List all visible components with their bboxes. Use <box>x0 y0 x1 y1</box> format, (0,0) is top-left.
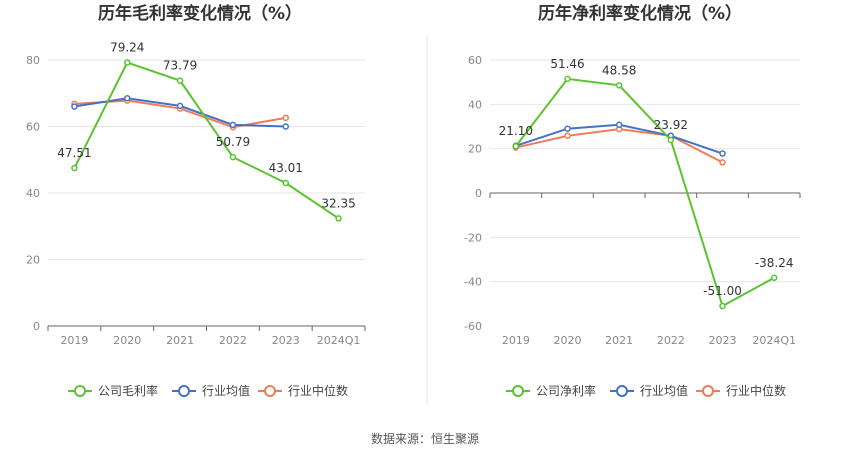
gross-margin-legend: 公司毛利率 行业均值 行业中位数 <box>68 383 348 398</box>
legend-label: 行业中位数 <box>288 383 348 398</box>
data-label: 47.51 <box>57 146 91 160</box>
y-tick-label: 80 <box>26 54 40 67</box>
y-tick-label: 60 <box>468 54 482 67</box>
x-tick-label: 2023 <box>272 334 300 347</box>
net-margin-chart: 历年净利率变化情况（%） -60 -40 -20 0 20 40 60 2019 2020 202… <box>464 3 801 398</box>
data-point <box>176 77 184 84</box>
x-tick-label: 2024Q1 <box>752 334 796 347</box>
data-point <box>512 142 520 150</box>
data-label: 48.58 <box>602 63 636 77</box>
legend-label: 行业均值 <box>640 383 688 398</box>
data-point <box>124 94 131 102</box>
data-point <box>282 123 289 130</box>
data-point <box>229 153 237 161</box>
legend-item[interactable]: 行业中位数 <box>258 383 348 398</box>
series-line <box>515 77 775 308</box>
data-label: 43.01 <box>269 161 303 175</box>
data-point <box>615 82 623 89</box>
data-point <box>71 103 78 110</box>
data-point <box>176 102 184 110</box>
data-label: 51.46 <box>550 57 584 71</box>
data-point <box>335 215 342 222</box>
data-point <box>564 75 571 83</box>
data-label: 32.35 <box>321 196 355 210</box>
x-tick-label: 2021 <box>605 334 633 347</box>
y-tick-label: -60 <box>464 320 482 333</box>
legend-marker <box>702 385 714 397</box>
data-point <box>282 179 289 187</box>
x-tick-label: 2022 <box>657 334 685 347</box>
legend-marker <box>616 385 628 397</box>
data-point <box>124 59 131 66</box>
y-tick-label: 20 <box>26 254 40 267</box>
legend-marker <box>74 385 86 397</box>
net-margin-plot: -60 -40 -20 0 20 40 60 2019 2020 2021 2022 2023 2024… <box>464 54 801 347</box>
x-tick-label: 2020 <box>554 334 582 347</box>
data-point <box>719 150 726 157</box>
legend-item[interactable]: 行业均值 <box>172 383 250 398</box>
series-line <box>74 97 286 128</box>
legend-label: 行业均值 <box>202 383 250 398</box>
gross-margin-chart: 历年毛利率变化情况（%） 0 20 40 60 80 2019 2020 2021 2022 20… <box>26 3 366 398</box>
legend-label: 行业中位数 <box>726 383 786 398</box>
series-line <box>515 128 723 164</box>
data-source: 数据来源：恒生聚源 <box>371 431 479 446</box>
data-point <box>719 159 726 166</box>
data-label: 50.79 <box>216 135 250 149</box>
data-label: 23.92 <box>654 118 688 132</box>
x-tick-label: 2023 <box>709 334 737 347</box>
net-margin-legend: 公司净利率 行业均值 行业中位数 <box>506 383 786 398</box>
y-tick-label: 0 <box>33 320 40 333</box>
y-tick-label: 40 <box>468 98 482 111</box>
y-tick-label: -40 <box>464 276 482 289</box>
data-label: -38.24 <box>755 256 794 270</box>
data-point <box>667 136 675 144</box>
x-tick-label: 2024Q1 <box>317 334 361 347</box>
y-tick-label: -20 <box>464 231 482 244</box>
data-point <box>564 125 571 132</box>
data-point <box>229 121 237 129</box>
data-point <box>770 274 778 282</box>
legend-label: 公司净利率 <box>536 383 596 398</box>
x-tick-label: 2022 <box>219 334 247 347</box>
y-tick-label: 60 <box>26 121 40 134</box>
legend-item[interactable]: 行业均值 <box>610 383 688 398</box>
data-point <box>719 302 726 310</box>
legend-item[interactable]: 公司毛利率 <box>68 383 158 398</box>
gross-margin-plot: 0 20 40 60 80 2019 2020 2021 2022 2023 2024Q1 47.51… <box>26 41 366 347</box>
legend-marker <box>264 385 276 397</box>
x-tick-label: 2020 <box>113 334 141 347</box>
series-line <box>73 61 340 220</box>
x-tick-label: 2021 <box>166 334 194 347</box>
x-tick-label: 2019 <box>60 334 88 347</box>
x-tick-label: 2019 <box>502 334 530 347</box>
legend-marker <box>178 385 190 397</box>
data-point <box>282 114 289 122</box>
y-tick-label: 40 <box>26 187 40 200</box>
data-label: -51.00 <box>703 284 742 298</box>
legend-label: 公司毛利率 <box>98 383 158 398</box>
data-label: 21.10 <box>499 124 533 138</box>
data-point <box>71 164 78 172</box>
data-label: 79.24 <box>110 41 144 55</box>
data-label: 73.79 <box>163 59 197 73</box>
data-point <box>564 132 571 140</box>
chart-title: 历年毛利率变化情况（%） <box>98 3 302 24</box>
y-tick-label: 20 <box>468 143 482 156</box>
y-tick-label: 0 <box>475 187 482 200</box>
legend-marker <box>512 385 524 397</box>
legend-item[interactable]: 行业中位数 <box>696 383 786 398</box>
data-point <box>615 121 623 128</box>
chart-title: 历年净利率变化情况（%） <box>538 3 742 24</box>
legend-item[interactable]: 公司净利率 <box>506 383 596 398</box>
